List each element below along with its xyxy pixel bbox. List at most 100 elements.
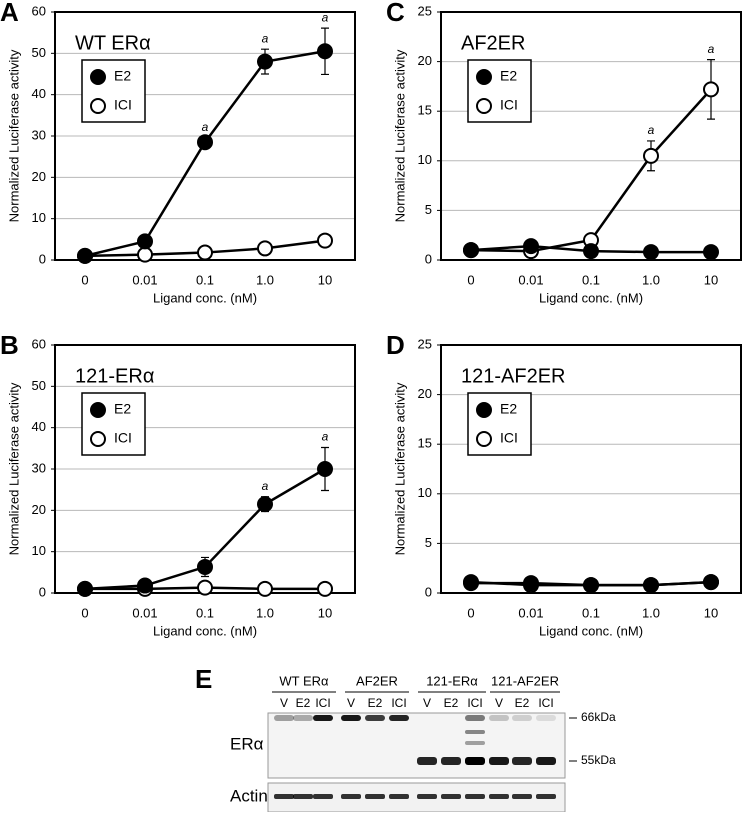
band xyxy=(274,794,294,799)
lane-label: E2 xyxy=(515,696,530,710)
band xyxy=(489,757,509,765)
y-tick-label: 10 xyxy=(418,485,432,500)
data-point xyxy=(197,244,213,261)
y-tick-label: 5 xyxy=(425,202,432,217)
y-tick-label: 0 xyxy=(39,251,46,266)
lane-label: ICI xyxy=(315,696,330,710)
chart-title: AF2ER xyxy=(461,32,525,54)
x-tick-label: 1.0 xyxy=(642,605,660,620)
band xyxy=(293,715,313,721)
panel-letter: B xyxy=(0,330,19,360)
x-tick-label: 0.1 xyxy=(196,272,214,287)
chart-title: 121-AF2ER xyxy=(461,365,566,387)
band xyxy=(512,757,532,765)
y-tick-label: 60 xyxy=(32,336,46,351)
data-point xyxy=(197,134,213,151)
data-point xyxy=(257,496,273,513)
lane-label: ICI xyxy=(538,696,553,710)
lane-label: V xyxy=(495,696,503,710)
x-tick-label: 0 xyxy=(467,272,474,287)
x-tick-label: 0.1 xyxy=(582,605,600,620)
legend-marker xyxy=(90,69,106,85)
legend-marker xyxy=(476,431,492,447)
legend-label: ICI xyxy=(500,97,518,113)
data-point xyxy=(77,247,93,264)
x-tick-label: 0.01 xyxy=(132,605,157,620)
annotation: a xyxy=(262,479,269,493)
band xyxy=(274,715,294,721)
data-point xyxy=(643,147,659,164)
x-tick-label: 0.01 xyxy=(132,272,157,287)
band xyxy=(489,715,509,721)
x-tick-label: 0.01 xyxy=(518,272,543,287)
y-tick-label: 0 xyxy=(39,584,46,599)
data-point xyxy=(583,243,599,260)
annotation: a xyxy=(322,10,329,24)
data-point xyxy=(643,577,659,594)
panel-letter: A xyxy=(0,0,19,27)
blot-image xyxy=(267,712,566,779)
lane-label: V xyxy=(280,696,288,710)
legend-label: ICI xyxy=(114,97,132,113)
row-label: ERα xyxy=(230,734,264,753)
legend-marker xyxy=(90,98,106,114)
x-tick-label: 0 xyxy=(467,605,474,620)
y-tick-label: 20 xyxy=(418,53,432,68)
annotation: a xyxy=(202,120,209,134)
x-tick-label: 0.1 xyxy=(582,272,600,287)
x-tick-label: 1.0 xyxy=(256,272,274,287)
x-tick-label: 0 xyxy=(81,272,88,287)
legend-label: E2 xyxy=(114,401,131,417)
legend-marker xyxy=(476,98,492,114)
legend-label: E2 xyxy=(500,401,517,417)
y-tick-label: 40 xyxy=(32,419,46,434)
legend-label: E2 xyxy=(114,68,131,84)
x-tick-label: 0.1 xyxy=(196,605,214,620)
data-point xyxy=(257,240,273,257)
band xyxy=(512,794,532,799)
data-point xyxy=(703,574,719,591)
band xyxy=(341,715,361,721)
band xyxy=(365,794,385,799)
band xyxy=(512,715,532,721)
data-point xyxy=(317,43,333,60)
y-tick-label: 50 xyxy=(32,45,46,60)
y-tick-label: 10 xyxy=(418,152,432,167)
legend-label: ICI xyxy=(114,430,132,446)
band xyxy=(465,730,485,734)
lane-label: E2 xyxy=(444,696,459,710)
plot-frame xyxy=(440,11,742,261)
x-tick-label: 10 xyxy=(318,272,332,287)
x-tick-label: 0 xyxy=(81,605,88,620)
y-tick-label: 20 xyxy=(32,502,46,517)
y-tick-label: 60 xyxy=(32,3,46,18)
legend-marker xyxy=(476,402,492,418)
x-tick-label: 1.0 xyxy=(642,272,660,287)
y-tick-label: 25 xyxy=(418,3,432,18)
y-tick-label: 15 xyxy=(418,436,432,451)
y-axis-label: Normalized Luciferase activity xyxy=(392,49,407,222)
band xyxy=(313,794,333,799)
data-point xyxy=(137,233,153,250)
y-tick-label: 25 xyxy=(418,336,432,351)
lane-label: ICI xyxy=(391,696,406,710)
y-tick-label: 20 xyxy=(32,169,46,184)
marker-label: 66kDa xyxy=(581,710,616,724)
panel-letter: D xyxy=(386,330,405,360)
legend-marker xyxy=(90,431,106,447)
data-point xyxy=(463,242,479,259)
band xyxy=(293,794,313,799)
x-tick-label: 10 xyxy=(704,605,718,620)
y-tick-label: 40 xyxy=(32,86,46,101)
data-point xyxy=(257,53,273,70)
row-label: Actin xyxy=(230,786,268,805)
y-axis-label: Normalized Luciferase activity xyxy=(392,382,407,555)
annotation: a xyxy=(708,42,715,56)
data-point xyxy=(197,558,213,575)
data-point xyxy=(523,238,539,255)
annotation: a xyxy=(322,430,329,444)
y-tick-label: 0 xyxy=(425,584,432,599)
y-tick-label: 5 xyxy=(425,535,432,550)
y-tick-label: 15 xyxy=(418,103,432,118)
y-axis-label: Normalized Luciferase activity xyxy=(6,49,21,222)
